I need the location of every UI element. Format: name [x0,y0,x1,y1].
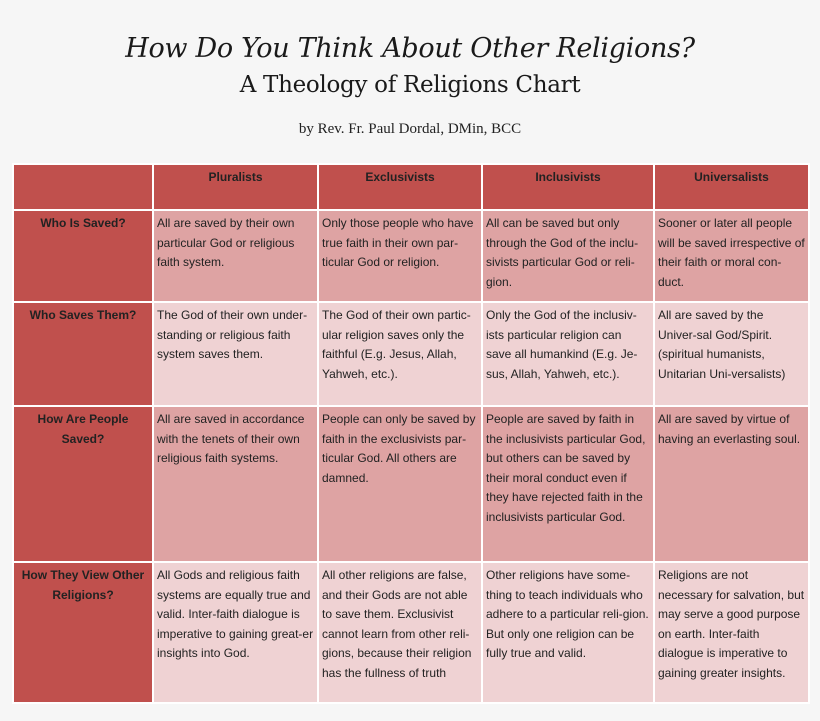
table-cell: All are saved by virtue of having an eve… [653,405,810,563]
author-byline: by Rev. Fr. Paul Dordal, DMin, BCC [298,121,522,137]
table-cell: Other religions have some-thing to teach… [481,561,655,704]
table-cell: All Gods and religious faith systems are… [152,561,319,704]
table-cell: Only the God of the inclusiv-ists partic… [481,301,655,407]
table-cell: People are saved by faith in the inclusi… [481,405,655,563]
table-header-row: Pluralists Exclusivists Inclusivists Uni… [12,163,810,211]
table-cell: People can only be saved by faith in the… [317,405,483,563]
row-header: How Are People Saved? [12,405,154,563]
table-row-who-is-saved: Who Is Saved? All are saved by their own… [12,209,810,303]
table-row-how-they-view-other-religions: How They View Other Religions? All Gods … [12,561,810,704]
table-cell: All can be saved but only through the Go… [481,209,655,303]
column-header-universalists: Universalists [653,163,810,211]
row-header: How They View Other Religions? [12,561,154,704]
table-cell: All are saved in accordance with the ten… [152,405,319,563]
table-row-how-are-people-saved: How Are People Saved? All are saved in a… [12,405,810,563]
row-header: Who Saves Them? [12,301,154,407]
theology-of-religions-table: Pluralists Exclusivists Inclusivists Uni… [12,163,810,704]
page-title: How Do You Think About Other Religions? [125,33,695,64]
column-header-pluralists: Pluralists [152,163,319,211]
table-cell: All are saved by the Univer-sal God/Spir… [653,301,810,407]
corner-cell [12,163,154,211]
table-cell: Sooner or later all people will be saved… [653,209,810,303]
table-cell: All other religions are false, and their… [317,561,483,704]
table-cell: The God of their own under-standing or r… [152,301,319,407]
table-cell: Only those people who have true faith in… [317,209,483,303]
table-cell: All are saved by their own particular Go… [152,209,319,303]
column-header-exclusivists: Exclusivists [317,163,483,211]
row-header: Who Is Saved? [12,209,154,303]
column-header-inclusivists: Inclusivists [481,163,655,211]
page-subtitle: A Theology of Religions Chart [239,72,581,98]
table-cell: Religions are not necessary for salvatio… [653,561,810,704]
table-row-who-saves-them: Who Saves Them? The God of their own und… [12,301,810,407]
table-cell: The God of their own partic-ular religio… [317,301,483,407]
